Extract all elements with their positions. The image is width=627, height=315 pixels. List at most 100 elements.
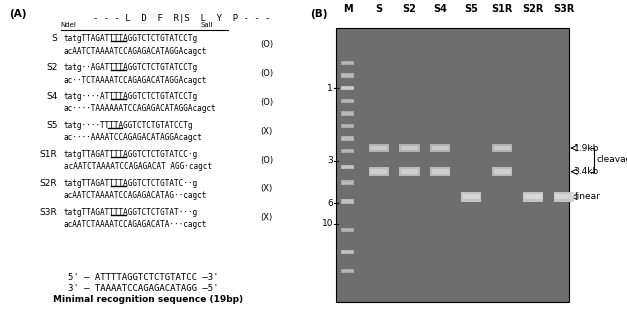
Bar [342, 112, 353, 114]
Bar [369, 167, 389, 176]
Text: tatgTTAGATTTTAGGTCTCTGTATCCTg: tatgTTAGATTTTAGGTCTCTGTATCCTg [63, 34, 198, 43]
Bar [341, 250, 354, 254]
Text: ac····TAAAAAATCCAGAGACATAGGAcagct: ac····TAAAAAATCCAGAGACATAGGAcagct [63, 105, 216, 113]
Bar [342, 166, 353, 168]
Bar [430, 167, 450, 176]
Text: SalI: SalI [200, 22, 213, 28]
Bar [341, 124, 354, 128]
Bar [341, 269, 354, 273]
Text: S: S [51, 34, 58, 43]
Text: tatgTTAGATTTTAGGTCTCTGTATCC·g: tatgTTAGATTTTAGGTCTCTGTATCC·g [63, 150, 198, 159]
Bar [370, 146, 387, 150]
Bar [341, 180, 354, 185]
Bar [341, 228, 354, 232]
Bar [341, 111, 354, 116]
Bar [342, 137, 353, 140]
Bar [370, 169, 387, 174]
Bar [401, 146, 418, 150]
Text: S5: S5 [46, 121, 58, 130]
Bar [554, 192, 574, 202]
Text: (O): (O) [261, 98, 274, 106]
Bar [342, 251, 353, 253]
Text: (O): (O) [261, 40, 274, 49]
Text: 5' – ATTTTAGGTCTCTGTATCC –3': 5' – ATTTTAGGTCTCTGTATCC –3' [68, 273, 219, 282]
Text: 3: 3 [327, 156, 333, 165]
Text: S: S [375, 4, 382, 14]
Text: 1: 1 [327, 84, 333, 93]
Text: ac··TCTAAAATCCAGAGACATAGGAcagct: ac··TCTAAAATCCAGAGACATAGGAcagct [63, 76, 207, 84]
Bar [399, 144, 419, 152]
Text: (A): (A) [9, 9, 27, 20]
Text: S1R: S1R [492, 4, 513, 14]
Bar [493, 146, 511, 150]
Text: S2R: S2R [522, 4, 544, 14]
Text: 1.9kb: 1.9kb [574, 144, 599, 152]
Text: (X): (X) [261, 185, 273, 193]
Bar [523, 192, 543, 202]
Text: 3' – TAAAATCCAGAGACATAGG –5': 3' – TAAAATCCAGAGACATAGG –5' [68, 284, 219, 293]
Text: 6: 6 [327, 199, 333, 208]
Text: acAATCTAAAATCCAGAGACATA···cagct: acAATCTAAAATCCAGAGACATA···cagct [63, 220, 207, 229]
Bar [461, 192, 482, 202]
Bar [399, 167, 419, 176]
Text: S4: S4 [433, 4, 447, 14]
Bar [341, 99, 354, 103]
Text: S4: S4 [46, 92, 58, 101]
Text: S3R: S3R [40, 208, 58, 217]
Text: (B): (B) [310, 9, 328, 20]
Bar [431, 146, 449, 150]
Bar [341, 61, 354, 65]
Bar [401, 169, 418, 174]
Text: tatgTTAGATTTTAGGTCTCTGTATC··g: tatgTTAGATTTTAGGTCTCTGTATC··g [63, 179, 198, 188]
Text: tatg····ATTTTAGGTCTCTGTATCCTg: tatg····ATTTTAGGTCTCTGTATCCTg [63, 92, 198, 101]
Bar [341, 86, 354, 90]
Text: linear: linear [574, 192, 599, 201]
Bar [342, 181, 353, 184]
Text: acAATCTAAAATCCAGAGACAT AGG·cagct: acAATCTAAAATCCAGAGACAT AGG·cagct [63, 163, 212, 171]
Bar [524, 194, 542, 199]
Text: (O): (O) [261, 69, 274, 77]
Bar [430, 144, 450, 152]
Text: tatgTTAGATTTTAGGTCTCTGTAT···g: tatgTTAGATTTTAGGTCTCTGTAT···g [63, 208, 198, 217]
Bar [369, 144, 389, 152]
Text: S2R: S2R [40, 179, 58, 188]
Text: S2: S2 [403, 4, 416, 14]
Bar [341, 73, 354, 78]
Bar [342, 100, 353, 102]
Text: S5: S5 [465, 4, 478, 14]
Bar [463, 194, 480, 199]
Bar [431, 169, 449, 174]
Text: (O): (O) [261, 156, 274, 164]
Text: NdeI: NdeI [61, 22, 76, 28]
Bar [341, 199, 354, 204]
Text: 3.4kb: 3.4kb [574, 167, 599, 176]
Text: S1R: S1R [40, 150, 58, 159]
Bar [492, 167, 512, 176]
Bar [556, 194, 572, 199]
Text: S2: S2 [46, 63, 58, 72]
Bar [341, 165, 354, 169]
Bar [342, 229, 353, 231]
Text: acAATCTAAAATCCAGAGACATAGGAcagct: acAATCTAAAATCCAGAGACATAGGAcagct [63, 47, 207, 55]
Text: tatg····TTTTAGGTCTCTGTATCCTg: tatg····TTTTAGGTCTCTGTATCCTg [63, 121, 193, 130]
Text: M: M [343, 4, 352, 14]
Bar [342, 201, 353, 203]
Text: 10: 10 [322, 219, 333, 228]
Bar [342, 125, 353, 127]
Text: (X): (X) [261, 214, 273, 222]
Bar [493, 169, 511, 174]
Bar [342, 270, 353, 272]
Text: cleavage: cleavage [597, 155, 627, 164]
Bar [342, 74, 353, 77]
Text: Minimal recognition sequence (19bp): Minimal recognition sequence (19bp) [53, 295, 243, 304]
Bar [341, 149, 354, 153]
Text: ac····AAAATCCAGAGACATAGGAcagct: ac····AAAATCCAGAGACATAGGAcagct [63, 134, 203, 142]
Bar [492, 144, 512, 152]
Text: acAATCTAAAATCCAGAGACATAG··cagct: acAATCTAAAATCCAGAGACATAG··cagct [63, 192, 207, 200]
Bar [336, 28, 569, 302]
Bar [342, 62, 353, 64]
Bar [342, 150, 353, 152]
Bar [342, 87, 353, 89]
Text: tatg··AGATTTTAGGTCTCTGTATCCTg: tatg··AGATTTTAGGTCTCTGTATCCTg [63, 63, 198, 72]
Text: (X): (X) [261, 127, 273, 135]
